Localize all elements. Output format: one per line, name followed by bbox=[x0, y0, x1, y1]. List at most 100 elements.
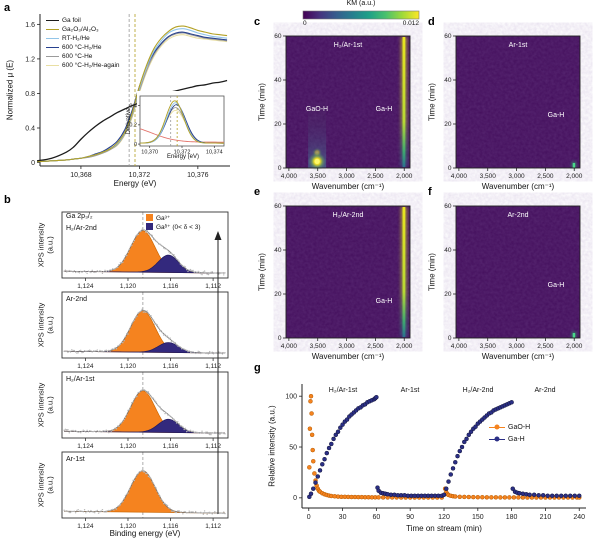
line-swatch bbox=[46, 44, 59, 51]
region-label-h2ar1: H₂/Ar-1st bbox=[328, 387, 358, 394]
panel-d-ylabel: Time (min) bbox=[427, 83, 437, 121]
svg-text:10,370: 10,370 bbox=[141, 150, 158, 156]
panel-c-ylabel: Time (min) bbox=[257, 83, 267, 121]
svg-text:1,120: 1,120 bbox=[120, 283, 137, 290]
panel-g-legend: GaO-H Ga-H bbox=[489, 421, 530, 445]
line-swatch bbox=[46, 62, 59, 69]
svg-text:90: 90 bbox=[406, 514, 414, 521]
svg-text:4,000: 4,000 bbox=[281, 343, 298, 350]
svg-text:60: 60 bbox=[274, 33, 282, 40]
panel-f-xlabel: Wavenumber (cm⁻¹) bbox=[481, 352, 555, 361]
svg-text:4,000: 4,000 bbox=[451, 343, 468, 350]
panel-d-graphics: 4,000 3,500 3,000 2,500 2,000 0 20 40 60 bbox=[444, 33, 582, 180]
panel-label-f: f bbox=[428, 186, 432, 198]
square-swatch bbox=[146, 214, 153, 221]
svg-text:10,372: 10,372 bbox=[174, 150, 191, 156]
panel-a-inset-xlabel: Energy (eV) bbox=[166, 154, 200, 160]
legend-label: Ga-H bbox=[508, 435, 525, 443]
panel-f-title: Ar-2nd bbox=[507, 212, 529, 219]
series-Ga-H bbox=[307, 394, 582, 500]
panel-e-xlabel: Wavenumber (cm⁻¹) bbox=[311, 352, 385, 361]
legend-item: Ga foil bbox=[46, 16, 120, 25]
gah-annotation: Ga-H bbox=[547, 112, 565, 119]
panel-g-ylabel: Relative intensity (a.u.) bbox=[267, 405, 277, 487]
svg-text:2,000: 2,000 bbox=[566, 343, 583, 350]
colorbar bbox=[302, 10, 420, 20]
panel-g-graphics: 0 30 60 90 120 150 180 210 240 0 50 100 bbox=[285, 384, 586, 521]
legend-item: 600 °C-He bbox=[46, 52, 120, 61]
svg-text:3,000: 3,000 bbox=[508, 343, 525, 350]
legend-label: GaO-H bbox=[508, 423, 531, 431]
svg-text:3,000: 3,000 bbox=[338, 173, 355, 180]
svg-text:3,500: 3,500 bbox=[480, 173, 497, 180]
region-label-ar2: Ar-2nd bbox=[534, 387, 556, 394]
panel-a-xlabel: Energy (eV) bbox=[113, 179, 157, 188]
svg-text:4,000: 4,000 bbox=[281, 173, 298, 180]
panel-b-legend: Ga³⁺ Gaᵟ⁺ (0< δ < 3) bbox=[146, 213, 201, 231]
svg-text:2,000: 2,000 bbox=[566, 173, 583, 180]
svg-text:1,120: 1,120 bbox=[120, 523, 137, 530]
svg-text:1,116: 1,116 bbox=[163, 523, 179, 530]
panel-label-d: d bbox=[428, 16, 435, 28]
panel-c-xlabel: Wavenumber (cm⁻¹) bbox=[311, 182, 385, 191]
series-1 bbox=[37, 25, 228, 163]
xps-ylabel-1: XPS intensity (a.u.) bbox=[36, 222, 54, 268]
svg-text:3,500: 3,500 bbox=[310, 343, 327, 350]
panel-c-graphics: 4,000 3,500 3,000 2,500 2,000 0 20 40 60 bbox=[274, 33, 412, 180]
xps-ylabel-4: XPS intensity (a.u.) bbox=[36, 462, 54, 508]
svg-text:0.4: 0.4 bbox=[25, 125, 35, 132]
panel-a-graphics: 10,368 10,372 10,376 0 0.4 0.8 1.2 1.6 10,370 10,… bbox=[25, 14, 232, 179]
panel-label-e: e bbox=[254, 186, 261, 198]
svg-text:0: 0 bbox=[31, 160, 35, 167]
svg-text:2,500: 2,500 bbox=[367, 343, 384, 350]
xps-panel-label-2: Ar-2nd bbox=[66, 296, 88, 303]
panel-label-b: b bbox=[4, 194, 11, 206]
panel-c-title: H₂/Ar-1st bbox=[333, 42, 363, 49]
line-swatch bbox=[46, 26, 59, 33]
svg-text:40: 40 bbox=[274, 77, 282, 84]
legend-label: 600 °C-H₂/He-again bbox=[62, 62, 120, 69]
series-GaO-H bbox=[307, 393, 582, 500]
legend-item: 600 °C-H₂/He-again bbox=[46, 61, 120, 70]
panel-a-ylabel: Normalized μ (E) bbox=[5, 59, 15, 121]
svg-text:2,000: 2,000 bbox=[396, 343, 413, 350]
svg-text:0.4: 0.4 bbox=[129, 103, 137, 109]
panel-g-xlabel: Time on stream (min) bbox=[406, 524, 482, 533]
svg-text:10,372: 10,372 bbox=[129, 172, 151, 179]
panel-label-c: c bbox=[254, 16, 261, 28]
marker-swatch bbox=[489, 423, 505, 431]
svg-text:20: 20 bbox=[444, 291, 452, 298]
svg-text:60: 60 bbox=[444, 33, 452, 40]
legend-item: RT-H₂/He bbox=[46, 34, 120, 43]
panel-a-legend: Ga foil Ga₂O₃/Al₂O₃ RT-H₂/He 600 °C-H₂/H… bbox=[46, 16, 120, 70]
svg-text:0: 0 bbox=[307, 514, 311, 521]
svg-text:1,116: 1,116 bbox=[163, 363, 179, 370]
svg-text:180: 180 bbox=[506, 514, 518, 521]
region-label-h2ar2: H₂/Ar-2nd bbox=[462, 387, 494, 394]
legend-label: 600 °C-He bbox=[62, 53, 93, 60]
xps-panel-label-1: H₂/Ar-2nd bbox=[66, 225, 97, 232]
svg-text:40: 40 bbox=[444, 247, 452, 254]
xps-ylabel-3: XPS intensity (a.u.) bbox=[36, 382, 54, 428]
svg-text:10,376: 10,376 bbox=[187, 172, 209, 179]
svg-text:1,124: 1,124 bbox=[77, 523, 94, 530]
panel-b-xlabel: Binding energy (eV) bbox=[109, 529, 181, 538]
svg-text:10,368: 10,368 bbox=[70, 172, 92, 179]
panel-f-graphics: 4,000 3,500 3,000 2,500 2,000 0 20 40 60 bbox=[444, 203, 582, 350]
line-swatch bbox=[46, 35, 59, 42]
svg-text:120: 120 bbox=[438, 514, 450, 521]
svg-text:1,120: 1,120 bbox=[120, 443, 137, 450]
svg-text:1,120: 1,120 bbox=[120, 363, 137, 370]
gah-annotation: Ga-H bbox=[375, 106, 393, 113]
svg-text:20: 20 bbox=[444, 121, 452, 128]
marker-swatch bbox=[489, 435, 505, 443]
legend-item: GaO-H bbox=[489, 421, 530, 433]
legend-item: Ga₂O₃/Al₂O₃ bbox=[46, 25, 120, 34]
svg-text:60: 60 bbox=[444, 203, 452, 210]
svg-text:100: 100 bbox=[285, 394, 297, 401]
svg-text:1,124: 1,124 bbox=[77, 363, 94, 370]
svg-text:1.6: 1.6 bbox=[25, 22, 35, 29]
legend-item: Gaᵟ⁺ (0< δ < 3) bbox=[146, 222, 201, 231]
svg-text:10,374: 10,374 bbox=[206, 150, 223, 156]
legend-item: Ga-H bbox=[489, 433, 530, 445]
